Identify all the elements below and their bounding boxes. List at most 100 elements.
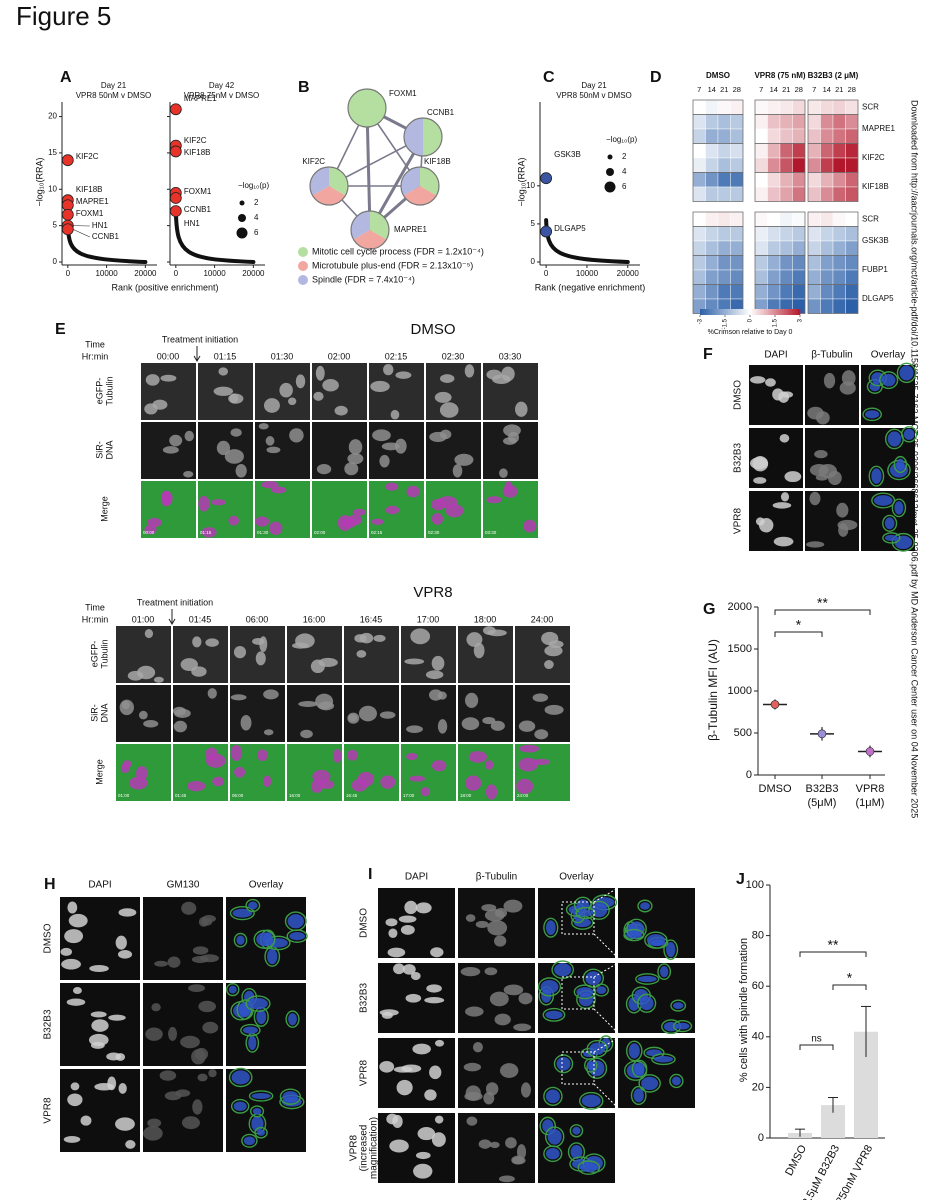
cell-blob xyxy=(152,399,168,410)
cell-blob xyxy=(239,1002,252,1018)
cell-blob xyxy=(545,1010,563,1020)
figure-title: Figure 5 xyxy=(16,1,111,31)
time-stamp: 03:30 xyxy=(485,530,497,535)
significance-bracket xyxy=(799,951,867,957)
cell-blob xyxy=(334,405,348,416)
cell-blob xyxy=(424,1089,437,1101)
cell-blob xyxy=(390,409,400,420)
heat-cell xyxy=(832,128,846,144)
cell-blob xyxy=(135,766,148,781)
cell-blob xyxy=(373,634,386,642)
cell-blob xyxy=(205,753,226,768)
cell-blob xyxy=(518,757,538,772)
node-outline xyxy=(347,88,387,128)
significance-label: ** xyxy=(817,595,828,611)
cell-blob xyxy=(164,1091,182,1101)
column-header: DAPI xyxy=(764,350,787,361)
cell-blob xyxy=(242,1026,258,1034)
micrograph xyxy=(618,888,695,958)
cell-blob xyxy=(454,453,474,466)
cell-blob xyxy=(316,464,332,475)
cell-blob xyxy=(434,391,452,403)
cell-outline xyxy=(638,1074,661,1093)
legend-size xyxy=(604,181,616,193)
colorbar-step xyxy=(786,309,789,315)
cell-blob xyxy=(64,929,84,944)
heat-cell xyxy=(792,157,806,173)
heat-cell xyxy=(692,114,706,130)
cell-blob xyxy=(385,505,400,515)
cell-blob xyxy=(672,1002,684,1009)
cell-outline xyxy=(575,906,596,920)
cell-blob xyxy=(881,373,896,387)
heat-cell xyxy=(730,240,744,256)
time-stamp: 06:00 xyxy=(232,793,244,798)
cell-blob xyxy=(485,760,494,770)
cell-blob xyxy=(544,704,564,715)
cell-blob xyxy=(88,1033,109,1047)
day-label: 7 xyxy=(759,85,763,94)
cell-outline xyxy=(537,977,562,997)
cell-blob xyxy=(540,980,559,994)
cell-blob xyxy=(255,651,266,666)
cell-blob xyxy=(173,720,188,733)
cell-outline xyxy=(871,492,896,509)
heat-cell xyxy=(807,211,821,227)
cell-outline xyxy=(228,1067,253,1088)
x-tick-label: (5μM) xyxy=(808,797,837,809)
cell-blob xyxy=(288,397,297,406)
colorbar-step xyxy=(708,309,711,315)
heat-cell xyxy=(705,99,719,115)
heat-cell xyxy=(845,143,859,159)
heat-cell xyxy=(832,99,846,115)
heat-cell xyxy=(820,284,834,300)
gene-label: KIF2C xyxy=(184,136,207,145)
heat-cell xyxy=(845,284,859,300)
cell-blob xyxy=(234,766,246,778)
y-tick-label: 40 xyxy=(752,1031,764,1043)
heat-cell xyxy=(717,143,731,159)
heat-cell xyxy=(792,128,806,144)
column-header: Overlay xyxy=(249,880,283,891)
heat-cell xyxy=(767,143,781,159)
x-tick-label: (1μM) xyxy=(856,797,885,809)
x-tick-label: 0 xyxy=(66,269,71,278)
time-label: 03:30 xyxy=(499,351,522,361)
cell-blob xyxy=(494,935,507,947)
cell-blob xyxy=(201,527,217,538)
heat-cell xyxy=(754,157,768,173)
colorbar-step xyxy=(740,309,743,315)
cell-blob xyxy=(106,1052,122,1061)
row-label: SiR- xyxy=(94,441,104,459)
time-header: Time xyxy=(85,602,105,612)
cell-blob xyxy=(213,386,234,396)
cell-blob xyxy=(162,446,179,454)
column-header: Overlay xyxy=(559,872,593,883)
cell-blob xyxy=(67,901,78,914)
cell-blob xyxy=(465,692,479,708)
colorbar-step xyxy=(794,309,797,315)
time-stamp: 16:45 xyxy=(346,793,358,798)
heat-cell xyxy=(767,226,781,242)
y-axis-label: −log₁₀(RRA) xyxy=(34,157,44,206)
cell-blob xyxy=(261,481,279,489)
heat-cell xyxy=(820,186,834,202)
heat-cell xyxy=(832,284,846,300)
cell-blob xyxy=(404,658,425,665)
heat-cell xyxy=(820,157,834,173)
heat-cell xyxy=(792,226,806,242)
heat-cell xyxy=(717,157,731,173)
row-label: Merge xyxy=(99,496,109,522)
cell-blob xyxy=(143,1126,163,1141)
arrow-head xyxy=(168,618,176,625)
cell-blob xyxy=(387,947,406,958)
heat-cell xyxy=(832,186,846,202)
heat-cell xyxy=(792,172,806,188)
heat-cell xyxy=(730,128,744,144)
cell-blob xyxy=(430,498,446,511)
heat-cell xyxy=(692,226,706,242)
time-stamp: 01:45 xyxy=(175,793,187,798)
gene-point xyxy=(169,103,182,116)
y-tick-label: 100 xyxy=(746,879,764,891)
colorbar-step xyxy=(764,309,767,315)
